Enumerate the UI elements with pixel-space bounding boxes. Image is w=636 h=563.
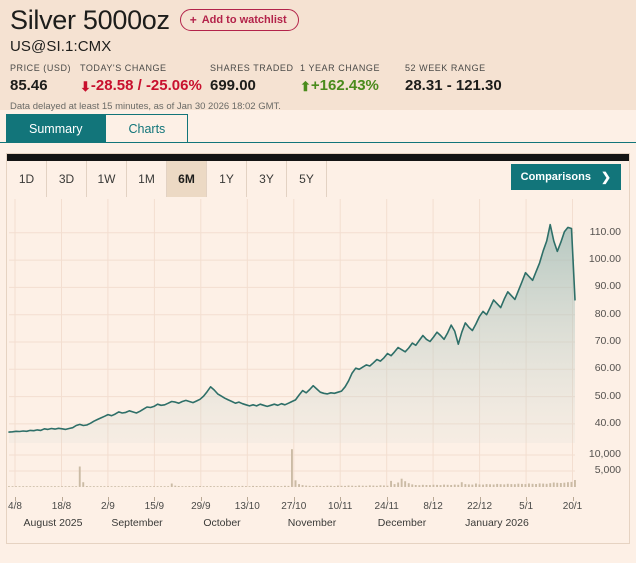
x-axis-tick-mark (200, 497, 202, 501)
chart-panel: 1D 3D 1W 1M 6M 1Y 3Y 5Y Comparisons ❯ 40… (6, 153, 630, 544)
x-axis-tick-mark (107, 497, 109, 501)
stat-price: PRICE (USD) 85.46 (10, 63, 80, 94)
x-axis-tick: 29/9 (191, 501, 211, 512)
plus-icon: + (189, 13, 197, 28)
x-axis-tick: 5/1 (519, 501, 534, 512)
x-axis-tick: 15/9 (144, 501, 165, 512)
stat-label: 52 WEEK RANGE (405, 63, 486, 74)
x-axis-tick-mark (61, 497, 63, 501)
x-axis-tick-mark (479, 497, 481, 501)
tab-summary[interactable]: Summary (6, 113, 106, 142)
arrow-up-icon: ⬆ (300, 79, 311, 95)
x-axis-tick-mark (154, 497, 156, 501)
stat-value: ⬇-28.58 / -25.06% (80, 77, 210, 94)
x-axis-tick-mark (572, 497, 574, 501)
tab-underline (0, 142, 636, 143)
add-to-watchlist-button[interactable]: + Add to watchlist (179, 9, 299, 32)
stat-shares-traded: SHARES TRADED 699.00 (210, 63, 300, 94)
range-1w[interactable]: 1W (87, 161, 127, 197)
stat-52-week-range: 52 WEEK RANGE 28.31 - 121.30 (405, 63, 502, 94)
stat-value-text: +162.43% (310, 77, 379, 95)
stat-value-text: -28.58 / -25.06% (90, 77, 202, 95)
x-axis-tick: 13/10 (234, 501, 260, 512)
range-6m[interactable]: 6M (167, 161, 207, 197)
stat-value: 28.31 - 121.30 (405, 77, 502, 95)
stat-value: ⬆+162.43% (300, 77, 405, 94)
arrow-down-icon: ⬇ (80, 79, 91, 95)
panel-top-bar (7, 154, 629, 161)
range-3d[interactable]: 3D (47, 161, 87, 197)
add-to-watchlist-label: Add to watchlist (201, 14, 287, 27)
x-axis-month-label: January 2026 (465, 517, 529, 529)
comparisons-label: Comparisons (520, 171, 591, 183)
stat-label: PRICE (USD) (10, 63, 72, 74)
range-1d[interactable]: 1D (7, 161, 47, 197)
x-axis-month-label: August 2025 (23, 517, 83, 529)
tab-bar: Summary Charts (0, 110, 636, 142)
x-axis-tick: 27/10 (281, 501, 307, 512)
stat-value: 85.46 (10, 77, 48, 95)
x-axis-tick-mark (526, 497, 528, 501)
x-axis-tick: 8/12 (423, 501, 443, 512)
stat-todays-change: TODAY'S CHANGE ⬇-28.58 / -25.06% (80, 63, 210, 94)
data-delay-disclaimer: Data delayed at least 15 minutes, as of … (10, 101, 281, 113)
price-chart[interactable]: 40.00 50.00 60.00 70.00 80.00 90.00 100.00 110.… (7, 197, 629, 497)
x-axis-tick-mark (340, 497, 342, 501)
x-axis-tick-mark (15, 497, 16, 501)
x-axis-tick: 2/9 (100, 501, 115, 512)
chart-canvas (8, 199, 576, 487)
range-3y[interactable]: 3Y (247, 161, 287, 197)
range-1m[interactable]: 1M (127, 161, 167, 197)
comparisons-button[interactable]: Comparisons ❯ (510, 164, 621, 190)
stat-value: 699.00 (210, 77, 256, 95)
x-axis: 4/8 18/8 2/9 15/9 29/9 13/10 27/10 10/11 24/11 8/… (7, 497, 629, 543)
range-1y[interactable]: 1Y (207, 161, 247, 197)
x-axis-tick-mark (433, 497, 435, 501)
x-axis-tick-mark (247, 497, 249, 501)
x-axis-tick: 24/11 (374, 501, 399, 512)
x-axis-tick-mark (293, 497, 295, 501)
x-axis-month-label: September (111, 517, 163, 529)
x-axis-tick: 18/8 (51, 501, 72, 512)
x-axis-month-label: October (203, 517, 241, 529)
x-axis-tick: 20/1 (562, 501, 583, 512)
tab-charts[interactable]: Charts (105, 113, 189, 142)
x-axis-tick: 10/11 (328, 501, 353, 512)
range-selector: 1D 3D 1W 1M 6M 1Y 3Y 5Y Comparisons ❯ (7, 161, 629, 197)
title-row: Silver 5000oz + Add to watchlist (10, 6, 626, 34)
x-axis-tick: 22/12 (467, 501, 493, 512)
stat-label: TODAY'S CHANGE (80, 63, 167, 74)
x-axis-tick-mark (386, 497, 388, 501)
page-title: Silver 5000oz (10, 5, 170, 35)
x-axis-tick: 4/8 (8, 501, 22, 512)
instrument-header: Silver 5000oz + Add to watchlist US@SI.1… (0, 0, 636, 113)
stat-label: 1 YEAR CHANGE (300, 63, 381, 74)
x-axis-month-label: December (377, 517, 427, 529)
stats-row: PRICE (USD) 85.46 TODAY'S CHANGE ⬇-28.58… (10, 63, 626, 94)
chevron-right-icon: ❯ (600, 170, 611, 184)
x-axis-month-label: November (287, 517, 337, 529)
stat-one-year-change: 1 YEAR CHANGE ⬆+162.43% (300, 63, 405, 94)
ticker-symbol: US@SI.1:CMX (10, 38, 112, 56)
range-5y[interactable]: 5Y (287, 161, 327, 197)
stat-label: SHARES TRADED (210, 63, 294, 74)
